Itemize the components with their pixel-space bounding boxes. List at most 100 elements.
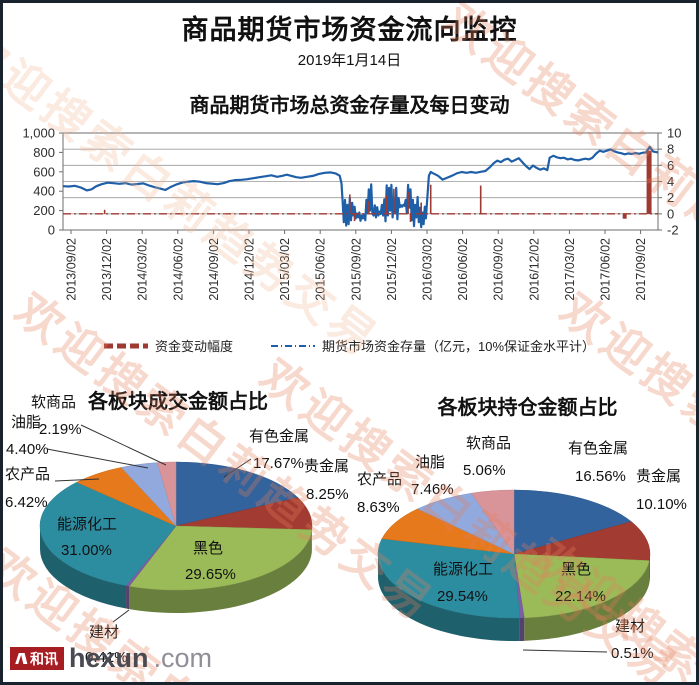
pie-label-value-有色金属: 17.67% xyxy=(253,455,304,472)
leader-line xyxy=(80,424,167,466)
left-axis-label: 200 xyxy=(33,203,55,218)
pie-label-value-贵金属: 10.10% xyxy=(636,496,687,513)
legend-swatch-0 xyxy=(103,343,148,348)
pie-turnover-graphic xyxy=(39,424,313,623)
legend-label-1: 期货市场资金存量（亿元，10%保证金水平计） xyxy=(321,339,596,354)
right-axis-label: 6 xyxy=(667,158,674,173)
pie-label-name-贵金属: 贵金属 xyxy=(304,458,350,475)
leader-line xyxy=(223,458,252,478)
pie-label-name-建材: 建材 xyxy=(89,624,120,641)
pie-title-turnover: 各板块成交金额占比 xyxy=(88,391,268,413)
pie-slice-side xyxy=(519,617,525,641)
hexun-logo[interactable]: 和讯 hexun .com xyxy=(10,643,213,674)
pie-slice-有色金属 xyxy=(175,461,299,527)
pie-slice-软商品 xyxy=(471,489,515,555)
pie-label-value-农产品: 8.63% xyxy=(357,499,400,516)
pie-slice-贵金属 xyxy=(513,521,651,561)
leader-line xyxy=(46,448,149,469)
x-axis-label: 2016/03/02 xyxy=(421,238,435,301)
x-axis-label: 2013/12/02 xyxy=(100,238,114,301)
pie-slice-能源化工 xyxy=(377,538,521,619)
x-axis-label: 2017/09/02 xyxy=(634,238,648,301)
pie-label-name-软商品: 软商品 xyxy=(31,394,77,411)
pie-slice-side xyxy=(129,529,312,613)
left-axis-label: 0 xyxy=(48,223,55,238)
pie-slice-side xyxy=(649,554,650,584)
pie-label-value-油脂: 4.40% xyxy=(6,441,49,458)
left-axis-label: 400 xyxy=(33,184,55,199)
right-axis-label: 0 xyxy=(667,206,674,221)
pie-chart-open-interest: 各板块持仓金额占比 有色金属 16.56% 贵金属 10.10% 黑色 22.14% 建材 0… xyxy=(353,379,696,682)
hexun-en: hexun xyxy=(69,643,149,674)
hexun-tld: .com xyxy=(153,643,213,674)
pie-label-value-贵金属: 8.25% xyxy=(306,486,349,503)
pie-slice-软商品 xyxy=(157,461,177,527)
left-axis-label: 800 xyxy=(33,145,55,160)
pie-label-value-农产品: 6.42% xyxy=(5,494,48,511)
pie-slice-side xyxy=(126,585,130,610)
hexun-mark-icon xyxy=(16,652,27,665)
line-chart-title: 商品期货市场总资金存量及每日变动 xyxy=(189,95,510,117)
pie-slice-side xyxy=(524,560,650,641)
leader-line xyxy=(112,609,130,623)
x-axis-label: 2014/03/02 xyxy=(136,238,150,301)
pie-label-value-能源化工: 31.00% xyxy=(61,542,112,559)
x-axis-label: 2014/09/02 xyxy=(207,238,221,301)
x-axis-label: 2014/12/02 xyxy=(243,238,257,301)
pie-label-value-油脂: 7.46% xyxy=(411,481,454,498)
legend-swatch-1 xyxy=(270,344,315,347)
hexun-badge: 和讯 xyxy=(10,647,64,670)
pie-label-name-黑色: 黑色 xyxy=(561,561,592,578)
pie-label-name-油脂: 油脂 xyxy=(11,414,42,431)
pie-label-name-黑色: 黑色 xyxy=(193,540,224,557)
x-axis-label: 2014/06/02 xyxy=(171,238,185,301)
x-axis-label: 2015/12/02 xyxy=(385,238,399,301)
legend-label-0: 资金变动幅度 xyxy=(154,339,233,354)
leader-line xyxy=(522,649,608,653)
pie-label-name-能源化工: 能源化工 xyxy=(57,516,118,533)
pie-label-value-有色金属: 16.56% xyxy=(575,468,626,485)
pie-chart-turnover: 各板块成交金额占比 有色金属 17.67% 贵金属 8.25% 黑色 29.65% 建材 0.… xyxy=(3,379,353,682)
pie-label-name-有色金属: 有色金属 xyxy=(568,440,629,457)
x-axis-label: 2016/06/02 xyxy=(456,238,470,301)
pie-label-name-建材: 建材 xyxy=(615,618,646,635)
pie-open-interest-graphic xyxy=(377,489,651,653)
x-axis-label: 2013/09/02 xyxy=(65,238,79,301)
pie-label-value-软商品: 5.06% xyxy=(463,462,506,479)
x-axis-label: 2015/09/02 xyxy=(349,238,363,301)
right-axis-label: 8 xyxy=(667,142,674,157)
x-axis-label: 2015/03/02 xyxy=(278,238,292,301)
x-axis-label: 2015/06/02 xyxy=(314,238,328,301)
left-axis-label: 1,000 xyxy=(22,126,55,141)
pie-slice-side xyxy=(378,554,520,641)
pie-slice-有色金属 xyxy=(513,489,632,555)
x-axis-label: 2017/06/02 xyxy=(599,238,613,301)
pie-slice-黑色 xyxy=(128,525,313,591)
report-date: 2019年1月14日 xyxy=(297,52,402,69)
right-axis-label: 4 xyxy=(667,174,674,189)
right-axis-label: -2 xyxy=(667,223,679,238)
legend-item-1: 期货市场资金存量（亿元，10%保证金水平计） xyxy=(270,336,596,355)
pie-label-name-农产品: 农产品 xyxy=(357,471,403,488)
right-axis-label: 10 xyxy=(667,126,681,141)
pie-label-name-农产品: 农产品 xyxy=(5,466,51,483)
page-title: 商品期货市场资金流向监控 xyxy=(181,15,518,45)
pie-label-name-有色金属: 有色金属 xyxy=(249,428,310,445)
line-chart-legend: 资金变动幅度 期货市场资金存量（亿元，10%保证金水平计） xyxy=(3,336,696,355)
pie-label-value-能源化工: 29.54% xyxy=(437,588,488,605)
pie-label-value-黑色: 22.14% xyxy=(555,588,606,605)
right-axis-label: 2 xyxy=(667,190,674,205)
pie-label-name-贵金属: 贵金属 xyxy=(636,468,682,485)
pie-title-open-interest: 各板块持仓金额占比 xyxy=(437,397,618,419)
pie-label-name-能源化工: 能源化工 xyxy=(433,561,494,578)
left-axis-label: 600 xyxy=(33,164,55,179)
pie-label-value-黑色: 29.65% xyxy=(185,566,236,583)
hexun-cn: 和讯 xyxy=(30,650,58,667)
pie-label-value-建材: 0.51% xyxy=(611,645,654,662)
pie-label-name-油脂: 油脂 xyxy=(415,454,446,471)
pie-label-value-软商品: 2.19% xyxy=(39,421,82,438)
x-axis-label: 2016/09/02 xyxy=(492,238,506,301)
pie-slice-黑色 xyxy=(513,553,650,619)
